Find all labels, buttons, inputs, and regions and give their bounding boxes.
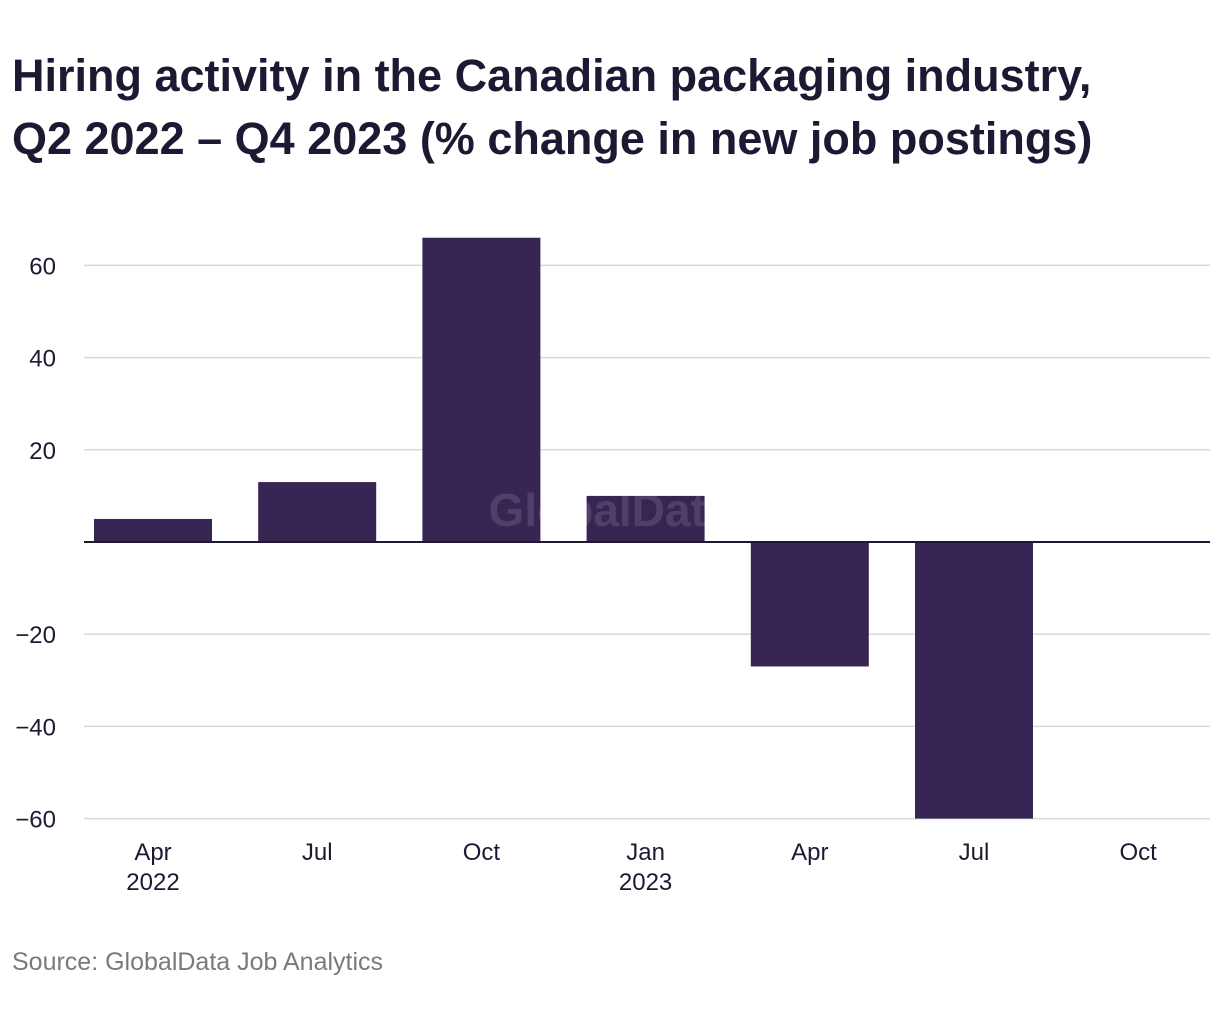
- x-tick-label: Apr: [791, 839, 828, 866]
- bars: [94, 237, 1033, 819]
- bar-3: [586, 495, 705, 542]
- x-tick-label: Jan: [626, 839, 665, 866]
- x-tick-label: Jul: [959, 839, 990, 866]
- x-tick-label: Apr: [134, 839, 171, 866]
- y-tick-label: −20: [15, 622, 56, 649]
- y-tick-label: −40: [15, 714, 56, 741]
- bar-5: [915, 542, 1033, 819]
- x-tick-label: Oct: [1120, 839, 1158, 866]
- y-axis-ticks: 60 40 20 −20 −40 −60: [15, 253, 56, 833]
- watermark: GlobalData: [489, 484, 732, 536]
- y-tick-label: 40: [29, 346, 56, 373]
- y-tick-label: 60: [29, 253, 56, 280]
- chart-title: Hiring activity in the Canadian packagin…: [12, 44, 1212, 170]
- chart-title-line-1: Hiring activity in the Canadian packagin…: [12, 50, 1092, 101]
- y-tick-label: 20: [29, 438, 56, 465]
- x-tick-year-label: 2022: [126, 869, 179, 896]
- watermark-text: GlobalData: [489, 484, 732, 536]
- source-note: Source: GlobalData Job Analytics: [12, 948, 384, 976]
- y-tick-label: −60: [15, 807, 56, 834]
- chart-title-line-2: Q2 2022 – Q4 2023 (% change in new job p…: [12, 113, 1093, 164]
- x-tick-label: Jul: [302, 839, 333, 866]
- bar-4: [750, 542, 869, 667]
- bar-1: [258, 482, 377, 542]
- x-axis-ticks: Apr 2022 Jul Oct Jan 2023 Apr Jul Oct: [126, 839, 1157, 896]
- bar-0: [94, 518, 212, 542]
- x-tick-label: Oct: [463, 839, 501, 866]
- bar-2: [422, 237, 541, 543]
- x-tick-year-label: 2023: [619, 869, 672, 896]
